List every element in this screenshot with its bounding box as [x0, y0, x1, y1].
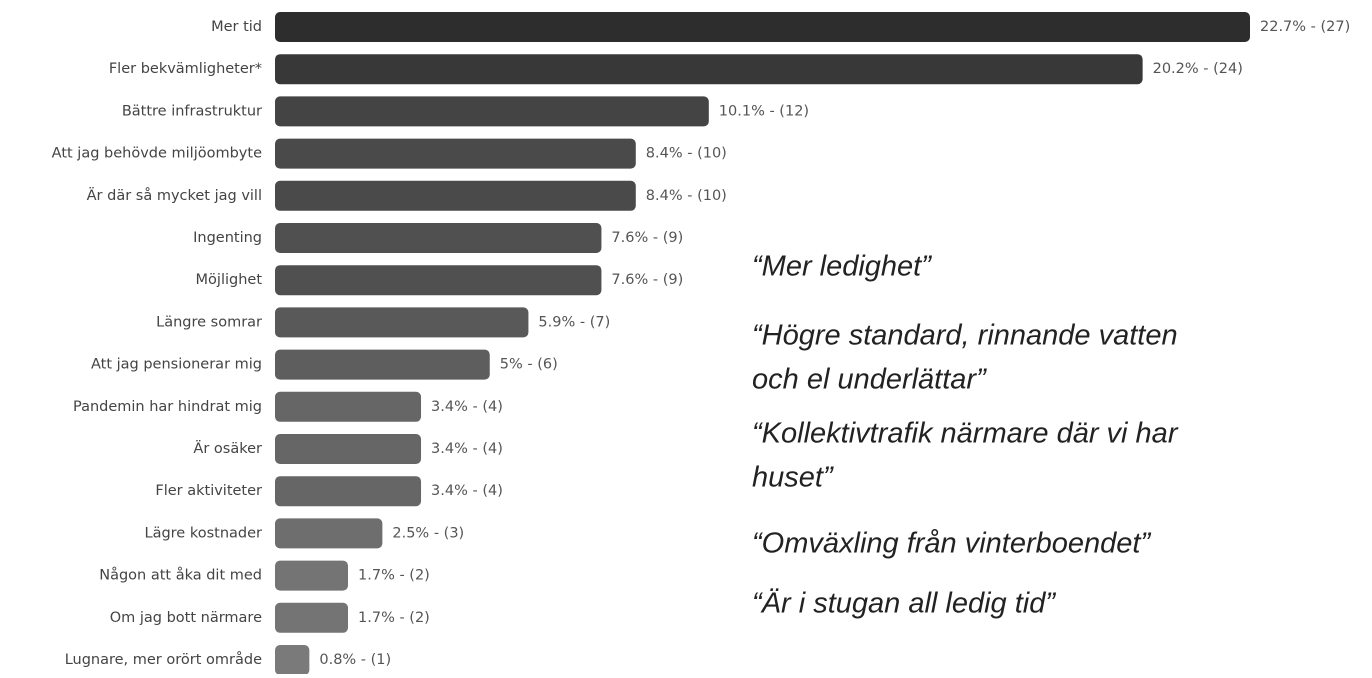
value-label: 8.4% - (10) [646, 146, 727, 162]
value-label: 7.6% - (9) [611, 230, 683, 246]
category-label: Fler aktiviteter [155, 483, 262, 499]
bar [275, 96, 709, 127]
category-label: Om jag bott närmare [110, 610, 262, 626]
quote: “Kollektivtrafik närmare där vi har [752, 418, 1179, 450]
quote: huset” [752, 462, 834, 494]
value-label: 3.4% - (4) [431, 441, 503, 457]
category-label: Ingenting [193, 230, 262, 246]
quote: “Högre standard, rinnande vatten [752, 320, 1178, 352]
value-label: 20.2% - (24) [1153, 61, 1243, 77]
category-label: Är där så mycket jag vill [87, 186, 262, 204]
value-label: 1.7% - (2) [358, 610, 430, 626]
quote: “Är i stugan all ledig tid” [752, 588, 1056, 620]
bar [275, 645, 310, 675]
category-label: Möjlighet [196, 272, 263, 288]
bar [275, 54, 1143, 85]
category-label: Någon att åka dit med [99, 567, 262, 584]
category-label: Att jag behövde miljöombyte [52, 146, 262, 162]
bar [275, 518, 383, 549]
value-label: 7.6% - (9) [611, 272, 683, 288]
quote: “Omväxling från vinterboendet” [752, 528, 1151, 560]
bar [275, 602, 349, 633]
category-label: Lugnare, mer orört område [65, 651, 262, 668]
bar [275, 265, 602, 296]
bar [275, 223, 602, 253]
bar [275, 12, 1250, 42]
value-label: 3.4% - (4) [431, 483, 503, 499]
value-label: 22.7% - (27) [1260, 19, 1350, 35]
bar [275, 349, 490, 380]
category-label: Pandemin har hindrat mig [73, 399, 262, 415]
quote: “Mer ledighet” [752, 251, 932, 283]
bar [275, 560, 349, 591]
category-label: Är osäker [193, 439, 262, 457]
category-label: Lägre kostnader [145, 525, 263, 541]
bar [275, 476, 422, 507]
category-label: Fler bekvämligheter* [109, 61, 262, 77]
value-label: 1.7% - (2) [358, 568, 430, 584]
value-label: 5% - (6) [500, 357, 558, 373]
category-label: Längre somrar [156, 314, 262, 330]
value-label: 2.5% - (3) [392, 525, 464, 541]
bar [275, 138, 636, 169]
bar [275, 434, 422, 464]
bar [275, 391, 422, 422]
category-label: Mer tid [211, 19, 262, 35]
quote: och el underlättar” [752, 364, 987, 396]
category-label: Att jag pensionerar mig [91, 357, 262, 373]
value-label: 5.9% - (7) [538, 314, 610, 330]
bar [275, 307, 529, 338]
value-label: 0.8% - (1) [319, 652, 391, 668]
category-label: Bättre infrastruktur [122, 103, 262, 119]
value-label: 8.4% - (10) [646, 188, 727, 204]
value-label: 10.1% - (12) [719, 103, 809, 119]
value-label: 3.4% - (4) [431, 399, 503, 415]
bar [275, 180, 636, 211]
